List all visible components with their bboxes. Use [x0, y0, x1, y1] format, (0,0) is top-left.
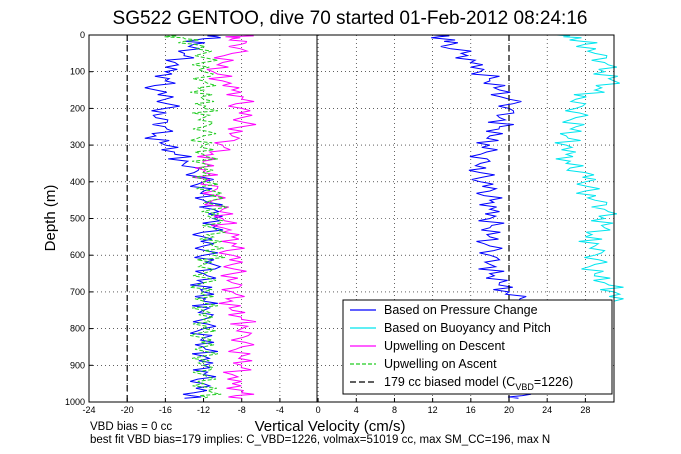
x-tick-label: 8: [392, 405, 397, 415]
legend-label-model-sub: VBD: [515, 382, 534, 392]
y-tick-label: 400: [70, 177, 85, 187]
x-tick-label: -16: [159, 405, 172, 415]
x-axis-label: Vertical Velocity (cm/s): [255, 418, 406, 435]
y-tick-label: 200: [70, 103, 85, 113]
legend-label-model-main: 179 cc biased model (C: [384, 375, 515, 389]
legend-label-descent: Upwelling on Descent: [384, 339, 505, 353]
legend-label-pressure: Based on Pressure Change: [384, 303, 538, 317]
y-tick-label: 100: [70, 67, 85, 77]
x-tick-label: 28: [580, 405, 590, 415]
series-line-upwelling-on-descent: [192, 34, 257, 399]
y-tick-label: 700: [70, 287, 85, 297]
y-tick-label: 1000: [65, 397, 85, 407]
legend-label-model-tail: =1226): [534, 375, 573, 389]
y-tick-label: 300: [70, 140, 85, 150]
x-tick-label: 20: [504, 405, 514, 415]
x-tick-label: -20: [121, 405, 134, 415]
y-tick-label: 600: [70, 250, 85, 260]
x-tick-label: 12: [428, 405, 438, 415]
y-tick-label: 800: [70, 324, 85, 334]
y-tick-label: 0: [80, 30, 85, 40]
chart-title: SG522 GENTOO, dive 70 started 01-Feb-201…: [113, 8, 588, 29]
x-tick-label: 0: [316, 405, 321, 415]
y-axis-label: Depth (m): [42, 185, 59, 252]
legend-label-model: 179 cc biased model (CVBD=1226): [384, 375, 573, 392]
x-tick-label: 16: [466, 405, 476, 415]
x-tick-label: -4: [276, 405, 284, 415]
series-line-based-on-buoyancy-and-pitch: [554, 34, 624, 302]
x-tick-label: -12: [197, 405, 210, 415]
x-tick-label: 24: [542, 405, 552, 415]
y-tick-label: 900: [70, 360, 85, 370]
x-tick-label: -8: [238, 405, 246, 415]
legend-box: [342, 299, 613, 395]
legend-label-ascent: Upwelling on Ascent: [384, 357, 497, 371]
annotation-bestfit: best fit VBD bias=179 implies: C_VBD=122…: [90, 434, 550, 446]
legend: Based on Pressure Change Based on Buoyan…: [342, 299, 613, 395]
annotation-bias: VBD bias = 0 cc: [90, 421, 172, 433]
series-line-based-on-pressure-change: [144, 34, 224, 399]
x-tick-label: 4: [354, 405, 359, 415]
plot-frame: [88, 34, 615, 403]
y-tick-label: 500: [70, 214, 85, 224]
x-tick-label: -24: [82, 405, 95, 415]
series-line-upwelling-on-ascent: [164, 34, 228, 399]
legend-label-buoyancy: Based on Buoyancy and Pitch: [384, 321, 551, 335]
axis-ticks: -24 -20 -16 -12 -8 -4 0 4 8 12 16 20 24 28 0 100 200 300 4…: [65, 30, 590, 415]
